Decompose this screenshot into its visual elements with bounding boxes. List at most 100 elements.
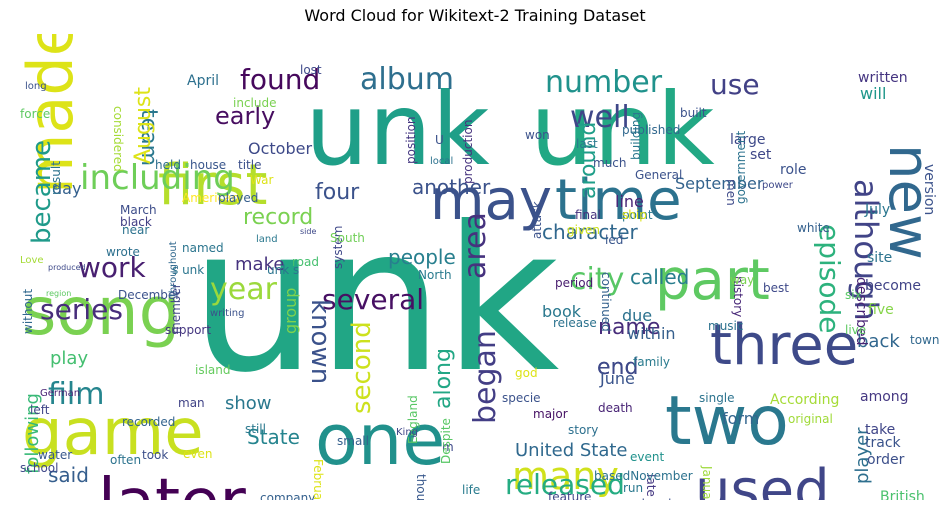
cloud-word: part: [655, 248, 770, 313]
cloud-word: production: [461, 120, 475, 184]
cloud-word: American: [182, 191, 239, 205]
cloud-word: member: [169, 283, 183, 334]
cloud-word: April: [187, 73, 219, 89]
cloud-word: will: [860, 84, 886, 103]
cloud-word: death: [598, 401, 633, 415]
cloud-word: year: [210, 272, 278, 307]
cloud-word: South: [330, 231, 365, 245]
cloud-word: best: [763, 281, 789, 295]
cloud-word: game: [22, 396, 204, 470]
cloud-word: episode: [813, 224, 846, 334]
cloud-word: island: [195, 363, 231, 377]
cloud-word: six: [845, 288, 862, 302]
cloud-word: unk: [305, 71, 490, 188]
cloud-word: made: [14, 34, 87, 194]
cloud-word: way: [730, 273, 754, 287]
cloud-word: State: [247, 425, 300, 449]
cloud-word: given: [567, 223, 600, 237]
cloud-word: run: [623, 481, 643, 495]
cloud-word: including: [80, 158, 235, 198]
cloud-word: city: [570, 262, 624, 297]
cloud-word: German: [40, 388, 80, 399]
cloud-word: often: [110, 453, 141, 467]
cloud-word: due: [622, 306, 652, 325]
cloud-word: U: [435, 133, 444, 147]
cloud-word: three: [710, 313, 858, 378]
cloud-word: left: [30, 403, 50, 417]
cloud-word: specie: [502, 391, 541, 405]
cloud-word: August: [131, 87, 156, 164]
cloud-word: began: [468, 330, 503, 424]
cloud-word: man: [178, 396, 205, 410]
cloud-word: work: [78, 251, 147, 284]
cloud-word: unk: [190, 184, 560, 417]
cloud-word: back: [857, 331, 900, 352]
cloud-word: final: [575, 208, 601, 222]
cloud-word: four: [315, 180, 360, 205]
cloud-word: may: [430, 168, 552, 233]
cloud-word: wrote: [106, 245, 140, 259]
cloud-word: basedNovember: [594, 469, 693, 483]
cloud-word: road: [292, 255, 319, 269]
cloud-word: end: [597, 355, 638, 380]
cloud-word: church: [635, 497, 676, 500]
cloud-word: played: [218, 191, 258, 205]
cloud-word: force: [20, 107, 50, 121]
cloud-word: although: [847, 179, 885, 321]
cloud-word: white: [797, 221, 830, 235]
cloud-word: government: [734, 131, 748, 204]
cloud-word: set: [750, 147, 772, 163]
cloud-word: later: [98, 466, 246, 500]
cloud-word: role: [780, 162, 807, 178]
cloud-word: include: [233, 96, 276, 110]
cloud-word: unk: [530, 71, 715, 188]
cloud-word: two: [665, 382, 789, 461]
cloud-word: General: [635, 168, 682, 182]
cloud-word: lost: [300, 63, 322, 77]
cloud-word: England: [406, 395, 420, 444]
cloud-word: near: [122, 223, 149, 237]
cloud-word: published: [622, 123, 680, 137]
cloud-word: character: [542, 220, 639, 244]
cloud-word: another: [412, 175, 491, 199]
cloud-word: first: [158, 153, 267, 218]
cloud-word: won: [525, 128, 550, 142]
cloud-word: site: [867, 250, 892, 266]
cloud-word: land: [256, 234, 278, 245]
cloud-word: music: [708, 319, 743, 333]
cloud-word: around: [576, 122, 601, 199]
cloud-word: though: [414, 474, 428, 500]
word-cloud: unk unk unk first song game one time may new two us…: [10, 34, 940, 500]
cloud-word: early: [215, 102, 275, 130]
cloud-word: release: [553, 316, 597, 330]
cloud-word: god: [515, 366, 538, 380]
cloud-word: ship: [622, 208, 647, 222]
cloud-word: Despite: [439, 418, 453, 464]
cloud-word: Love: [20, 255, 44, 266]
cloud-word: recorded: [122, 415, 175, 429]
cloud-word: title: [238, 158, 261, 172]
cloud-word: five: [868, 302, 894, 318]
cloud-word: became: [27, 140, 57, 244]
cloud-word: called: [630, 265, 689, 289]
cloud-word: continued: [599, 272, 613, 332]
cloud-word: form: [722, 409, 759, 428]
cloud-word: described: [853, 277, 869, 346]
cloud-word: named: [182, 241, 224, 255]
chart-title: Word Cloud for Wikitext-2 Training Datas…: [304, 6, 646, 25]
cloud-word: record: [243, 205, 313, 230]
cloud-word: without: [21, 289, 35, 334]
cloud-word: m: [442, 440, 454, 454]
cloud-word: use: [710, 68, 760, 101]
cloud-word: area: [458, 212, 493, 279]
cloud-word: name: [598, 315, 660, 340]
cloud-word: built: [680, 106, 707, 120]
cloud-word: produced: [48, 263, 86, 272]
cloud-word: used: [695, 458, 830, 500]
cloud-word: house: [190, 158, 226, 172]
cloud-word: February: [311, 459, 325, 500]
cloud-word: become: [865, 278, 921, 294]
cloud-word: late: [644, 474, 658, 497]
cloud-word: small: [337, 434, 369, 448]
